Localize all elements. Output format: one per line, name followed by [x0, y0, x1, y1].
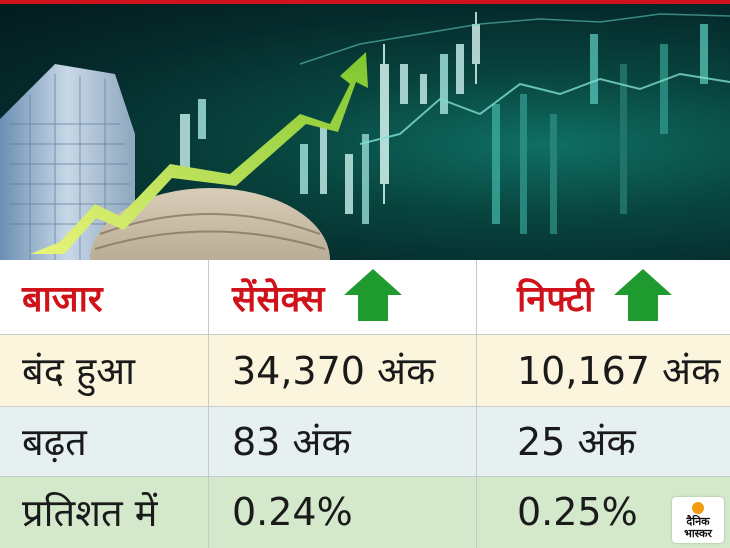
hero-image [0, 4, 730, 260]
table-header-row: बाजार सेंसेक्स निफ्टी [0, 260, 730, 334]
row-label: बंद हुआ [22, 349, 135, 393]
header-market: बाजार [22, 278, 103, 320]
dainik-bhaskar-logo: दैनिक भास्कर [672, 497, 724, 543]
row-label: बढ़त [22, 420, 87, 464]
logo-line-2: भास्कर [684, 527, 712, 540]
market-table: बाजार सेंसेक्स निफ्टी बंद [0, 260, 730, 548]
top-red-bar [0, 0, 730, 4]
divider [0, 334, 730, 335]
sensex-value: 0.24% [232, 490, 353, 534]
market-chart-illustration [0, 12, 730, 260]
divider [0, 406, 730, 407]
header-sensex: सेंसेक्स [232, 278, 325, 320]
sensex-value: 83 अंक [232, 420, 351, 464]
stock-exchange-building [0, 64, 330, 260]
nifty-value: 10,167 अंक [517, 349, 721, 393]
row-label: प्रतिशत में [22, 491, 158, 535]
up-arrow-icon [612, 267, 674, 327]
logo-line-1: दैनिक [686, 515, 710, 528]
logo-dot-icon [692, 502, 704, 514]
candlestick-bars [180, 12, 708, 234]
table-row: बढ़त 83 अंक 25 अंक [0, 406, 730, 476]
sensex-value: 34,370 अंक [232, 349, 436, 393]
nifty-value: 25 अंक [517, 420, 636, 464]
divider [208, 260, 209, 548]
divider [0, 476, 730, 477]
header-nifty: निफ्टी [517, 278, 594, 320]
divider [476, 260, 477, 548]
table-row: बंद हुआ 34,370 अंक 10,167 अंक [0, 334, 730, 406]
trend-line [359, 72, 730, 145]
table-row: प्रतिशत में 0.24% 0.25% [0, 476, 730, 548]
nifty-value: 0.25% [517, 490, 638, 534]
up-arrow-icon [342, 267, 404, 327]
